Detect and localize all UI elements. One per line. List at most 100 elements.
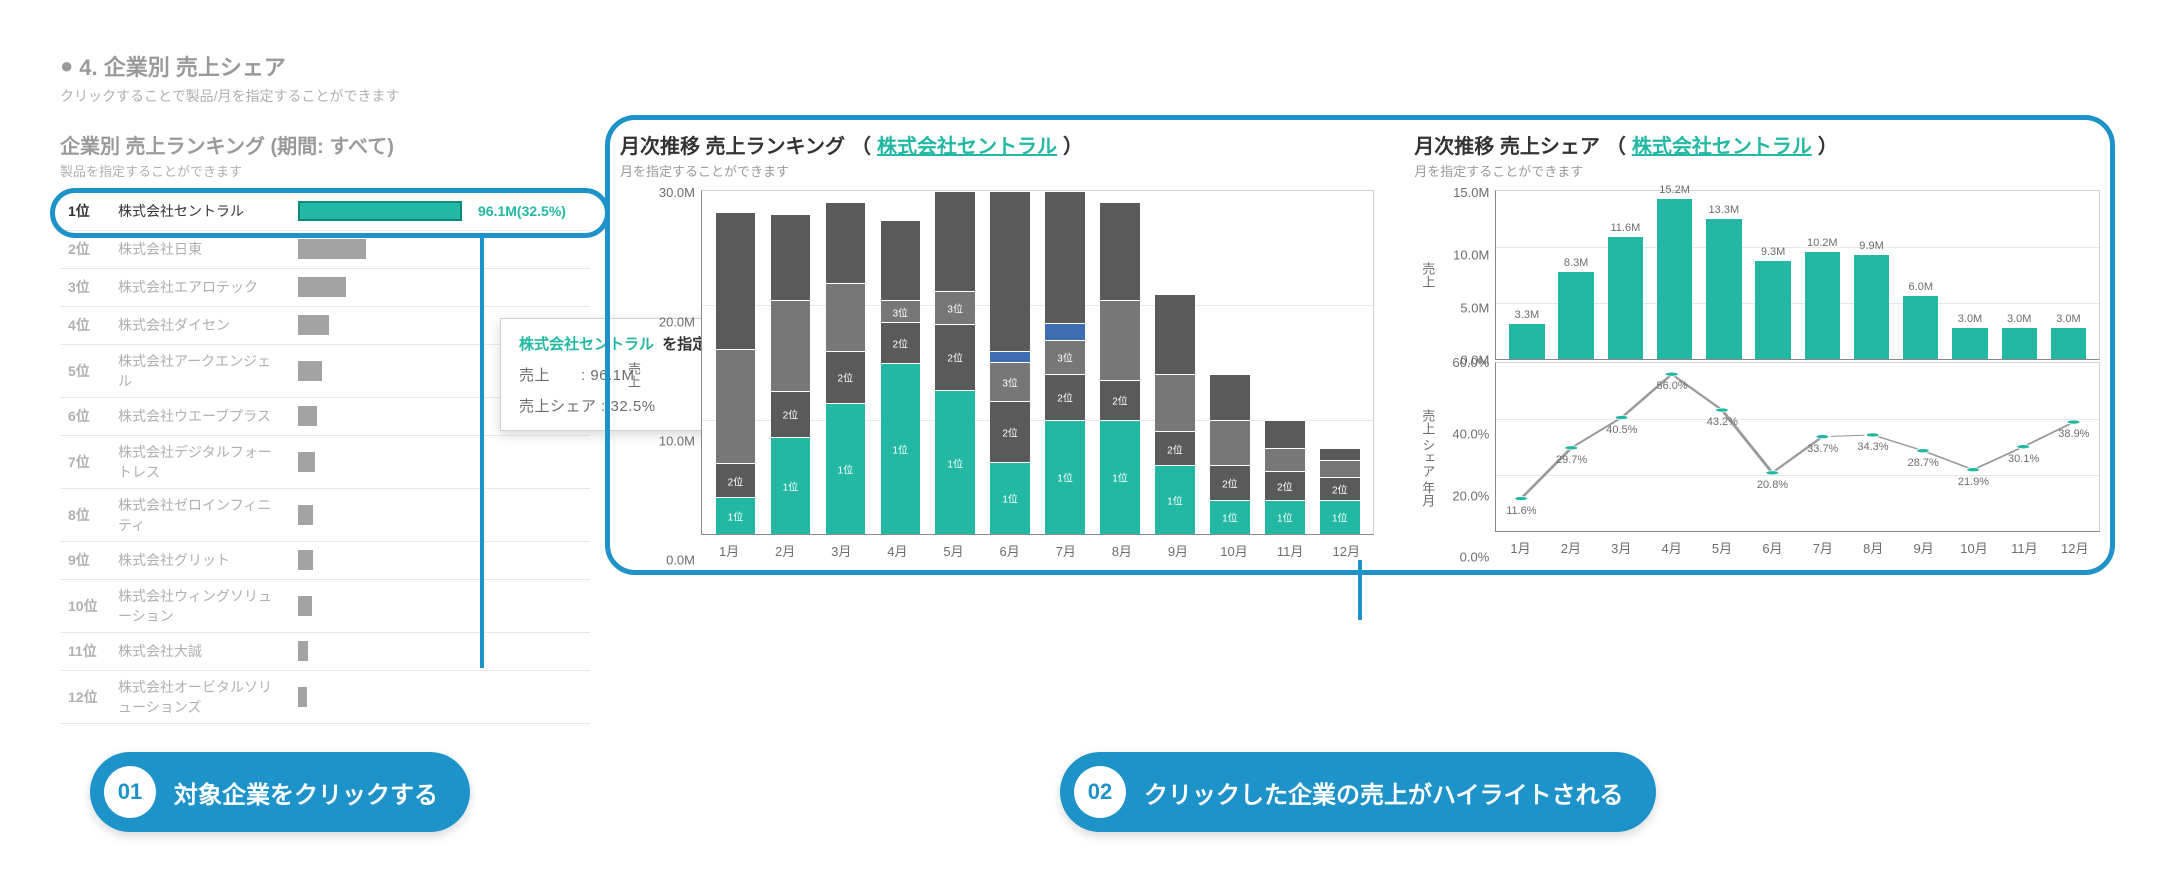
company-cell: 株式会社ダイセン [110, 306, 290, 344]
ranking-row[interactable]: 7位株式会社デジタルフォートレス [60, 435, 590, 488]
value-cell [470, 268, 590, 306]
charts-panel: 月次推移 売上ランキング （ 株式会社セントラル ） 月を指定することができます… [620, 130, 2100, 560]
revenue-bar[interactable]: 10.2M [1805, 252, 1840, 359]
line-point-label: 33.7% [1807, 443, 1838, 455]
section-title: 4. 企業別 売上シェア [79, 50, 286, 82]
line-point-label: 30.1% [2008, 453, 2039, 465]
value-cell [470, 541, 590, 579]
stacked-bar[interactable]: 1位2位 [771, 191, 811, 534]
revenue-bar[interactable]: 3.0M [2051, 328, 2086, 360]
rank-cell: 1位 [60, 192, 110, 230]
share-chart-block: 月次推移 売上シェア （ 株式会社セントラル ） 月を指定することができます 売… [1414, 130, 2100, 560]
share-line-y-label: 売上 シェア 年月 [1414, 360, 1441, 557]
highlight-stem-right [1358, 560, 1362, 620]
line-point-label: 38.9% [2058, 428, 2089, 440]
ranking-row[interactable]: 1位株式会社セントラル96.1M(32.5%) [60, 192, 590, 230]
ranking-title: 企業別 売上ランキング (期間: すべて) [60, 130, 590, 159]
stacked-bar[interactable]: 1位2位3位 [990, 191, 1030, 534]
stacked-bar[interactable]: 1位2位3位 [1045, 191, 1085, 534]
stacked-plot[interactable]: 1位2位 1位2位 1位2位 1位2位3位 1位2位3位 1位2位3位 1位2位3位 1位2位… [701, 190, 1374, 535]
stacked-bar[interactable]: 1位2位3位 [935, 191, 975, 534]
rank-cell: 5位 [60, 344, 110, 397]
value-cell [470, 230, 590, 268]
bar-cell [290, 344, 470, 397]
rank-cell: 6位 [60, 397, 110, 435]
stacked-bar[interactable]: 1位2位 [1320, 191, 1360, 534]
bar-cell [290, 230, 470, 268]
stacked-subtitle: 月を指定することができます [620, 161, 1374, 180]
share-line-y-ticks: 60.0%40.0%20.0%0.0% [1441, 360, 1495, 557]
rank-cell: 8位 [60, 488, 110, 541]
revenue-bar[interactable]: 3.0M [2002, 328, 2037, 360]
stacked-title: 月次推移 売上ランキング [620, 130, 845, 159]
revenue-bar[interactable]: 3.0M [1952, 328, 1987, 360]
stacked-bar[interactable]: 1位2位 [826, 191, 866, 534]
share-subtitle: 月を指定することができます [1414, 161, 2100, 180]
rank-cell: 4位 [60, 306, 110, 344]
section-subtitle: クリックすることで製品/月を指定することができます [60, 86, 2100, 106]
stacked-bar[interactable]: 1位2位 [1155, 191, 1195, 534]
value-cell [470, 488, 590, 541]
bar-cell [290, 670, 470, 723]
share-title: 月次推移 売上シェア [1414, 130, 1600, 159]
ranking-row[interactable]: 12位株式会社オービタルソリューションズ [60, 670, 590, 723]
stacked-bar[interactable]: 1位2位 [716, 191, 756, 534]
stacked-link[interactable]: 株式会社セントラル [877, 130, 1057, 159]
revenue-bar[interactable]: 11.6M [1608, 237, 1643, 359]
share-line-plot[interactable]: 11.6%29.7%40.5%56.0%43.2%20.8%33.7%34.3%… [1495, 362, 2100, 532]
line-point-label: 34.3% [1857, 441, 1888, 453]
callout-num-01: 01 [104, 766, 156, 818]
bar-cell [290, 192, 470, 230]
value-cell [470, 670, 590, 723]
ranking-row[interactable]: 10位株式会社ウィングソリューション [60, 579, 590, 632]
stacked-bar[interactable]: 1位2位3位 [881, 191, 921, 534]
share-bar-plot[interactable]: 3.3M 8.3M 11.6M 15.2M 13.3M 9.3M 10.2M 9.9M 6.0M… [1495, 190, 2100, 360]
stacked-chart-block: 月次推移 売上ランキング （ 株式会社セントラル ） 月を指定することができます… [620, 130, 1374, 560]
callout-num-02: 02 [1074, 766, 1126, 818]
share-x-ticks: 1月2月3月4月5月6月7月8月9月10月11月12月 [1495, 538, 2100, 557]
revenue-bar[interactable]: 15.2M [1657, 199, 1692, 359]
rank-cell: 3位 [60, 268, 110, 306]
paren-open: （ [851, 130, 871, 159]
line-point-label: 11.6% [1506, 505, 1536, 517]
rank-cell: 7位 [60, 435, 110, 488]
revenue-bar[interactable]: 6.0M [1903, 296, 1938, 359]
section-header: ● 4. 企業別 売上シェア クリックすることで製品/月を指定することができます [60, 50, 2100, 106]
stacked-bar[interactable]: 1位2位 [1210, 191, 1250, 534]
ranking-row[interactable]: 8位株式会社ゼロインフィニティ [60, 488, 590, 541]
company-cell: 株式会社大誠 [110, 632, 290, 670]
paren-close: ） [1063, 130, 1083, 159]
ranking-row[interactable]: 3位株式会社エアロテック [60, 268, 590, 306]
stacked-y-ticks: 30.0M20.0M10.0M0.0M [647, 190, 701, 560]
line-point-label: 28.7% [1908, 457, 1939, 469]
share-link[interactable]: 株式会社セントラル [1632, 130, 1812, 159]
revenue-bar[interactable]: 8.3M [1558, 272, 1593, 359]
rank-cell: 11位 [60, 632, 110, 670]
bar-cell [290, 268, 470, 306]
revenue-bar[interactable]: 9.9M [1854, 255, 1889, 359]
ranking-row[interactable]: 11位株式会社大誠 [60, 632, 590, 670]
revenue-bar[interactable]: 9.3M [1755, 261, 1790, 359]
company-cell: 株式会社グリット [110, 541, 290, 579]
section-bullet: ● [60, 53, 73, 79]
bar-cell [290, 397, 470, 435]
ranking-subtitle: 製品を指定することができます [60, 161, 590, 180]
company-cell: 株式会社アークエンジェル [110, 344, 290, 397]
callout-text-01: 対象企業をクリックする [174, 775, 438, 810]
ranking-row[interactable]: 2位株式会社日東 [60, 230, 590, 268]
revenue-bar[interactable]: 13.3M [1706, 219, 1741, 359]
rank-cell: 10位 [60, 579, 110, 632]
company-cell: 株式会社日東 [110, 230, 290, 268]
company-cell: 株式会社ウィングソリューション [110, 579, 290, 632]
ranking-row[interactable]: 9位株式会社グリット [60, 541, 590, 579]
line-point-label: 56.0% [1656, 380, 1687, 392]
company-cell: 株式会社セントラル [110, 192, 290, 230]
stacked-bar[interactable]: 1位2位 [1100, 191, 1140, 534]
revenue-bar[interactable]: 3.3M [1509, 324, 1544, 359]
line-point-label: 21.9% [1958, 476, 1989, 488]
value-cell [470, 435, 590, 488]
share-bar-y-label: 売上 [1414, 190, 1441, 360]
stacked-bar[interactable]: 1位2位 [1265, 191, 1305, 534]
bar-cell [290, 541, 470, 579]
rank-cell: 12位 [60, 670, 110, 723]
